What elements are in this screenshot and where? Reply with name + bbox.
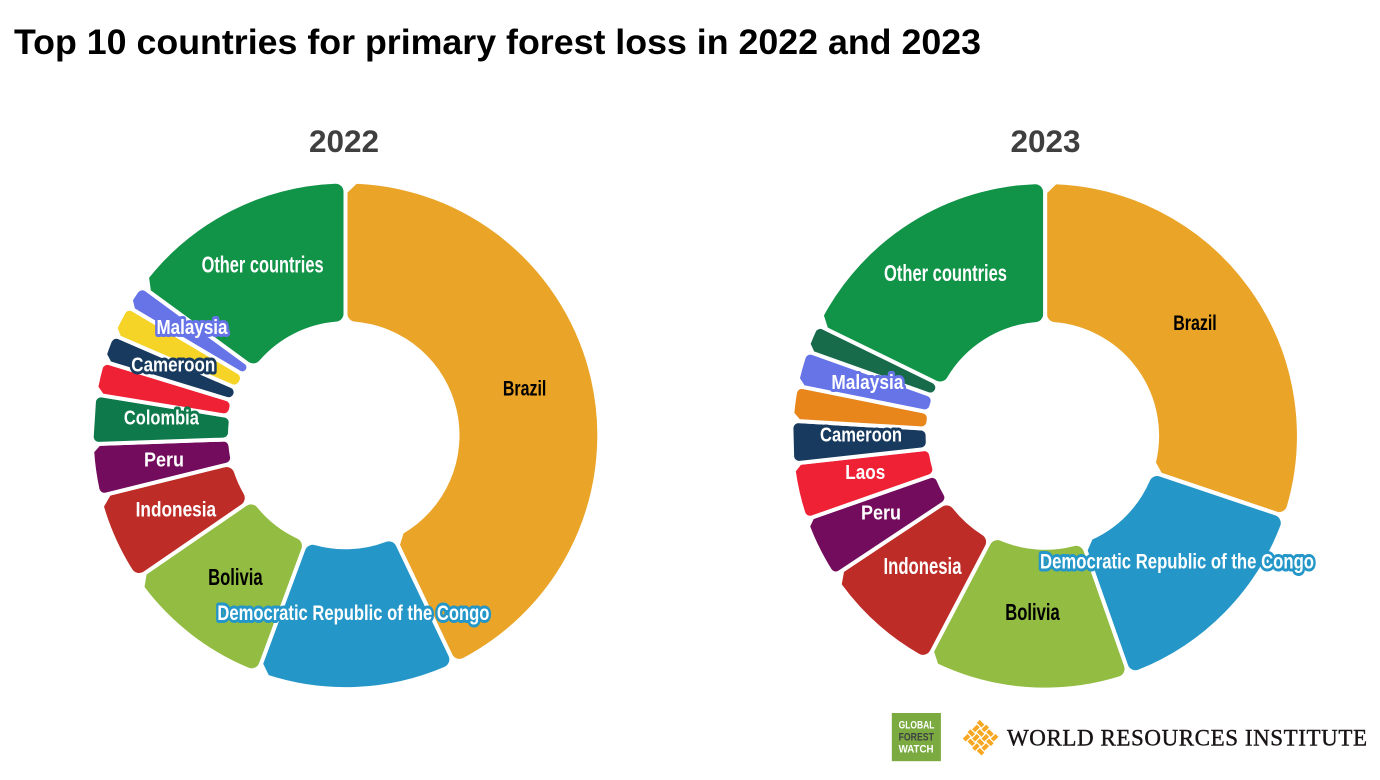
svg-text:Malaysia: Malaysia <box>157 316 228 339</box>
svg-text:Democratic Republic of the Con: Democratic Republic of the Congo <box>1040 551 1314 574</box>
svg-text:2022: 2022 <box>309 123 379 159</box>
svg-text:2023: 2023 <box>1010 123 1080 159</box>
svg-text:FOREST: FOREST <box>899 731 935 743</box>
svg-text:Peru: Peru <box>861 502 901 525</box>
svg-text:Cameroon: Cameroon <box>820 424 902 447</box>
svg-text:Malaysia: Malaysia <box>831 371 903 394</box>
svg-text:Laos: Laos <box>845 461 885 484</box>
svg-text:Peru: Peru <box>144 449 184 472</box>
svg-text:Colombia: Colombia <box>124 407 199 430</box>
svg-text:Indonesia: Indonesia <box>136 497 217 521</box>
svg-text:Other countries: Other countries <box>202 252 324 278</box>
svg-text:Cameroon: Cameroon <box>131 354 215 377</box>
svg-text:Democratic Republic of the Con: Democratic Republic of the Congo <box>217 602 489 625</box>
svg-text:GLOBAL: GLOBAL <box>899 720 935 732</box>
svg-text:Bolivia: Bolivia <box>1005 599 1060 625</box>
svg-text:Other countries: Other countries <box>884 260 1007 286</box>
svg-text:Brazil: Brazil <box>1173 311 1217 335</box>
svg-text:Top 10 countries for primary f: Top 10 countries for primary forest loss… <box>14 22 981 62</box>
svg-text:Bolivia: Bolivia <box>208 564 263 590</box>
svg-text:WATCH: WATCH <box>899 744 934 756</box>
svg-text:Brazil: Brazil <box>503 376 547 400</box>
svg-text:Indonesia: Indonesia <box>884 553 962 579</box>
svg-text:WORLD RESOURCES INSTITUTE: WORLD RESOURCES INSTITUTE <box>1007 725 1367 750</box>
